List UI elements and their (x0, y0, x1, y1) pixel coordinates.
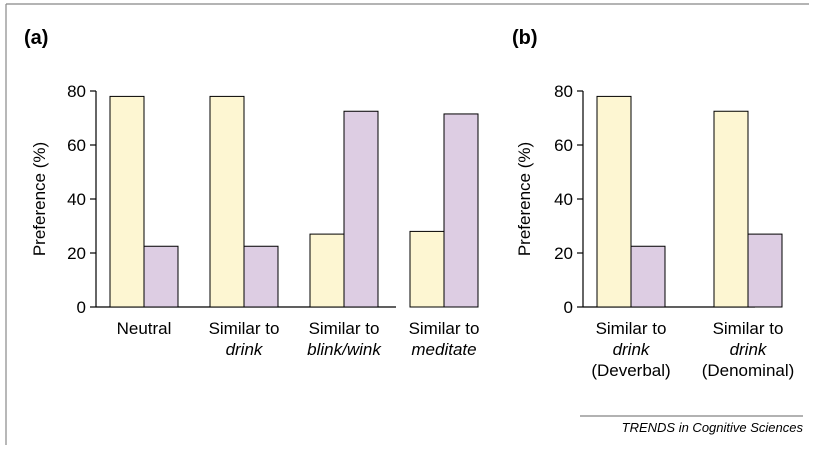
bar-series-2-cat-1 (630, 245, 666, 308)
bar-series-1-cat-3 (309, 233, 345, 308)
y-tick-label: 0 (564, 298, 573, 317)
y-tick-label: 0 (77, 298, 86, 317)
y-axis-label: Preference (%) (515, 142, 534, 256)
panel-label: (b) (512, 27, 538, 49)
chart-panel-b: (b) Preference (%) 0 20 40 60 80 Similar to drin… (512, 27, 794, 380)
bar-series-1-cat-2 (209, 95, 245, 308)
x-category-label: meditate (411, 340, 476, 359)
x-category-label: Similar to (713, 319, 784, 338)
x-category-label: drink (226, 340, 264, 359)
x-category-label: (Deverbal) (591, 361, 670, 380)
bar-series-2-cat-4 (443, 113, 479, 308)
bar-series-1-cat-2 (713, 110, 749, 308)
bar-series-1-cat-1 (109, 95, 145, 308)
y-tick-label: 40 (554, 190, 573, 209)
bar-series-2-cat-1 (143, 245, 179, 308)
y-tick-label: 20 (554, 244, 573, 263)
x-category-label: (Denominal) (702, 361, 795, 380)
y-tick-label: 80 (554, 82, 573, 101)
y-tick-label: 20 (67, 244, 86, 263)
bar-series-1-cat-4 (409, 230, 445, 308)
x-category-label: drink (730, 340, 768, 359)
bar-series-1-cat-1 (596, 95, 632, 308)
y-tick-label: 60 (67, 136, 86, 155)
bar-series-2-cat-2 (747, 233, 783, 308)
x-category-label: Similar to (209, 319, 280, 338)
x-category-label: Similar to (409, 319, 480, 338)
x-category-label: drink (613, 340, 651, 359)
credit-text: TRENDS in Cognitive Sciences (622, 420, 804, 435)
panel-label: (a) (24, 27, 48, 49)
y-tick-label: 40 (67, 190, 86, 209)
bar-series-2-cat-2 (243, 245, 279, 308)
chart-panel-a: (a) Preference (%) 0 20 40 60 80 Neutral Similar… (24, 27, 479, 359)
x-category-label: blink/wink (307, 340, 382, 359)
y-tick-label: 60 (554, 136, 573, 155)
y-tick-label: 80 (67, 82, 86, 101)
x-category-label: Similar to (596, 319, 667, 338)
x-category-label: Similar to (309, 319, 380, 338)
x-category-label: Neutral (117, 319, 172, 338)
y-axis-label: Preference (%) (30, 142, 49, 256)
bar-series-2-cat-3 (343, 110, 379, 308)
